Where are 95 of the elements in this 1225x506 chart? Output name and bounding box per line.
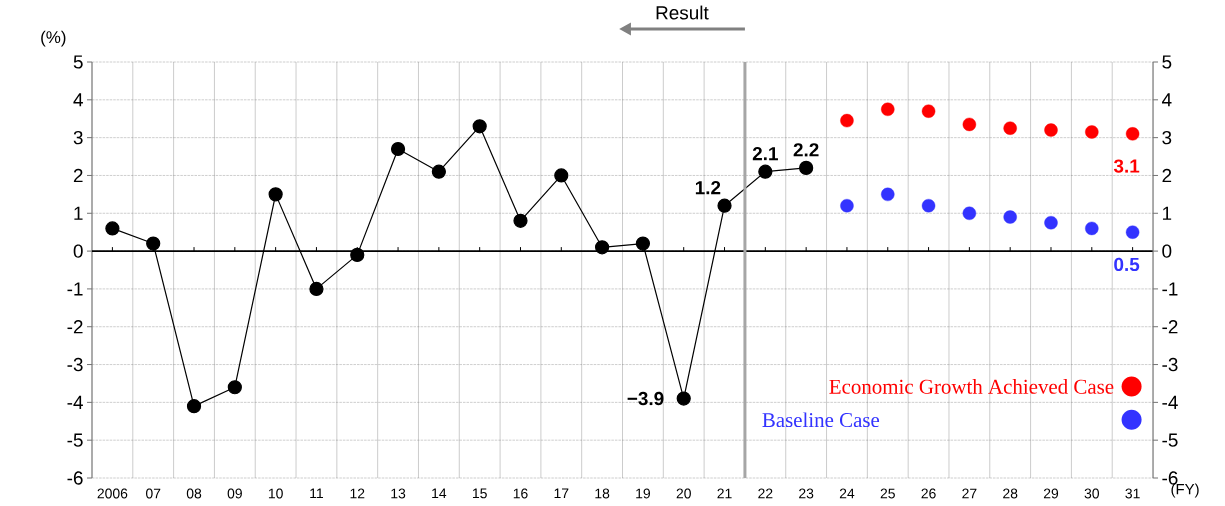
y2-tick-label: -6 (1162, 471, 1178, 485)
data-label: 3.1 (1113, 159, 1140, 173)
point (146, 236, 161, 251)
x-tick-label: 17 (554, 488, 569, 499)
x-tick-label: 27 (962, 488, 977, 499)
x-tick-label: 2006 (97, 488, 128, 499)
point (1003, 210, 1017, 224)
x-tick-label: 09 (227, 488, 242, 499)
x-tick-label: 15 (472, 488, 487, 499)
point (1003, 121, 1017, 135)
x-tick-label: 12 (350, 488, 365, 499)
x-tick-label: 16 (513, 488, 528, 499)
point (554, 168, 569, 183)
point (881, 187, 895, 202)
point (595, 240, 610, 255)
y-tick-label: -5 (67, 433, 83, 447)
y2-tick-label: 0 (1162, 244, 1172, 258)
point (472, 119, 487, 134)
point (758, 164, 773, 179)
point (350, 247, 365, 262)
point (105, 221, 120, 236)
y-axis-title: (%) (41, 30, 66, 47)
point (227, 380, 242, 395)
point (921, 104, 936, 118)
y2-tick-label: -4 (1162, 395, 1178, 409)
x-tick-label: 14 (432, 488, 447, 499)
y-tick-label: -6 (67, 471, 83, 485)
y-tick-label: -2 (67, 320, 83, 334)
y-tick-label: -3 (67, 357, 83, 372)
x-tick-label: 25 (880, 488, 895, 499)
x-tick-label: 13 (391, 488, 406, 499)
x-tick-label: 08 (186, 488, 202, 499)
x-tick-label: 28 (1003, 488, 1018, 499)
point (1044, 216, 1058, 230)
point (309, 281, 324, 297)
y2-tick-label: 2 (1162, 168, 1172, 183)
y-tick-label: -4 (67, 395, 83, 409)
point (962, 117, 977, 132)
x-tick-label: 29 (1043, 488, 1059, 499)
y2-tick-label: 5 (1162, 55, 1172, 69)
data-label: 0.5 (1114, 257, 1140, 272)
legend-label: Economic Growth Achieved Case (829, 379, 1114, 394)
data-label: 2.2 (793, 143, 819, 157)
x-tick-label: 26 (921, 488, 936, 499)
point (186, 399, 202, 414)
point (390, 141, 406, 157)
x-tick-label: 21 (717, 488, 732, 499)
y2-tick-label: -1 (1162, 282, 1178, 296)
point (881, 102, 895, 116)
point (799, 160, 814, 175)
y-tick-label: 4 (73, 93, 83, 107)
point (1085, 125, 1099, 139)
point (717, 198, 732, 213)
y-tick-label: 2 (73, 168, 83, 183)
text: Result (656, 5, 709, 20)
point (1125, 225, 1140, 239)
x-axis-title: (FY) (1171, 483, 1199, 498)
x-tick-label: 22 (758, 488, 773, 499)
x-tick-label: 30 (1084, 488, 1100, 499)
x-tick-label: 31 (1125, 488, 1140, 499)
y2-tick-label: -2 (1162, 320, 1178, 334)
y2-tick-label: 1 (1162, 206, 1172, 220)
point (635, 236, 651, 251)
x-tick-label: 11 (310, 488, 323, 499)
point (921, 199, 936, 213)
point (1125, 127, 1140, 141)
point (676, 391, 691, 406)
x-tick-label: 24 (839, 488, 855, 499)
point (1085, 221, 1099, 236)
y2-tick-label: -5 (1162, 433, 1178, 447)
point (431, 164, 446, 179)
y2-tick-label: -3 (1162, 357, 1178, 372)
y-tick-label: 0 (73, 244, 83, 258)
y-tick-label: 5 (73, 55, 83, 69)
point (513, 213, 528, 228)
text: Baseline Case (762, 412, 880, 428)
x-tick-label: 19 (636, 488, 650, 499)
x-tick-label: 10 (268, 488, 283, 499)
point (962, 206, 977, 220)
x-tick-label: 23 (799, 488, 814, 499)
point (840, 113, 854, 128)
x-tick-label: 20 (676, 488, 691, 499)
point (840, 199, 854, 213)
y-tick-label: 3 (73, 130, 83, 145)
data-label: 2.1 (752, 146, 778, 161)
y2-tick-label: 4 (1161, 93, 1172, 107)
x-tick-label: 07 (146, 488, 161, 499)
y2-tick-label: 3 (1162, 130, 1172, 145)
data-label: −3.9 (627, 391, 664, 406)
data-label: 1.2 (695, 180, 721, 195)
y-tick-label: 1 (74, 206, 83, 220)
x-tick-label: 18 (595, 488, 610, 499)
y-tick-label: -1 (67, 282, 83, 296)
point (268, 187, 283, 202)
point (1044, 123, 1058, 137)
